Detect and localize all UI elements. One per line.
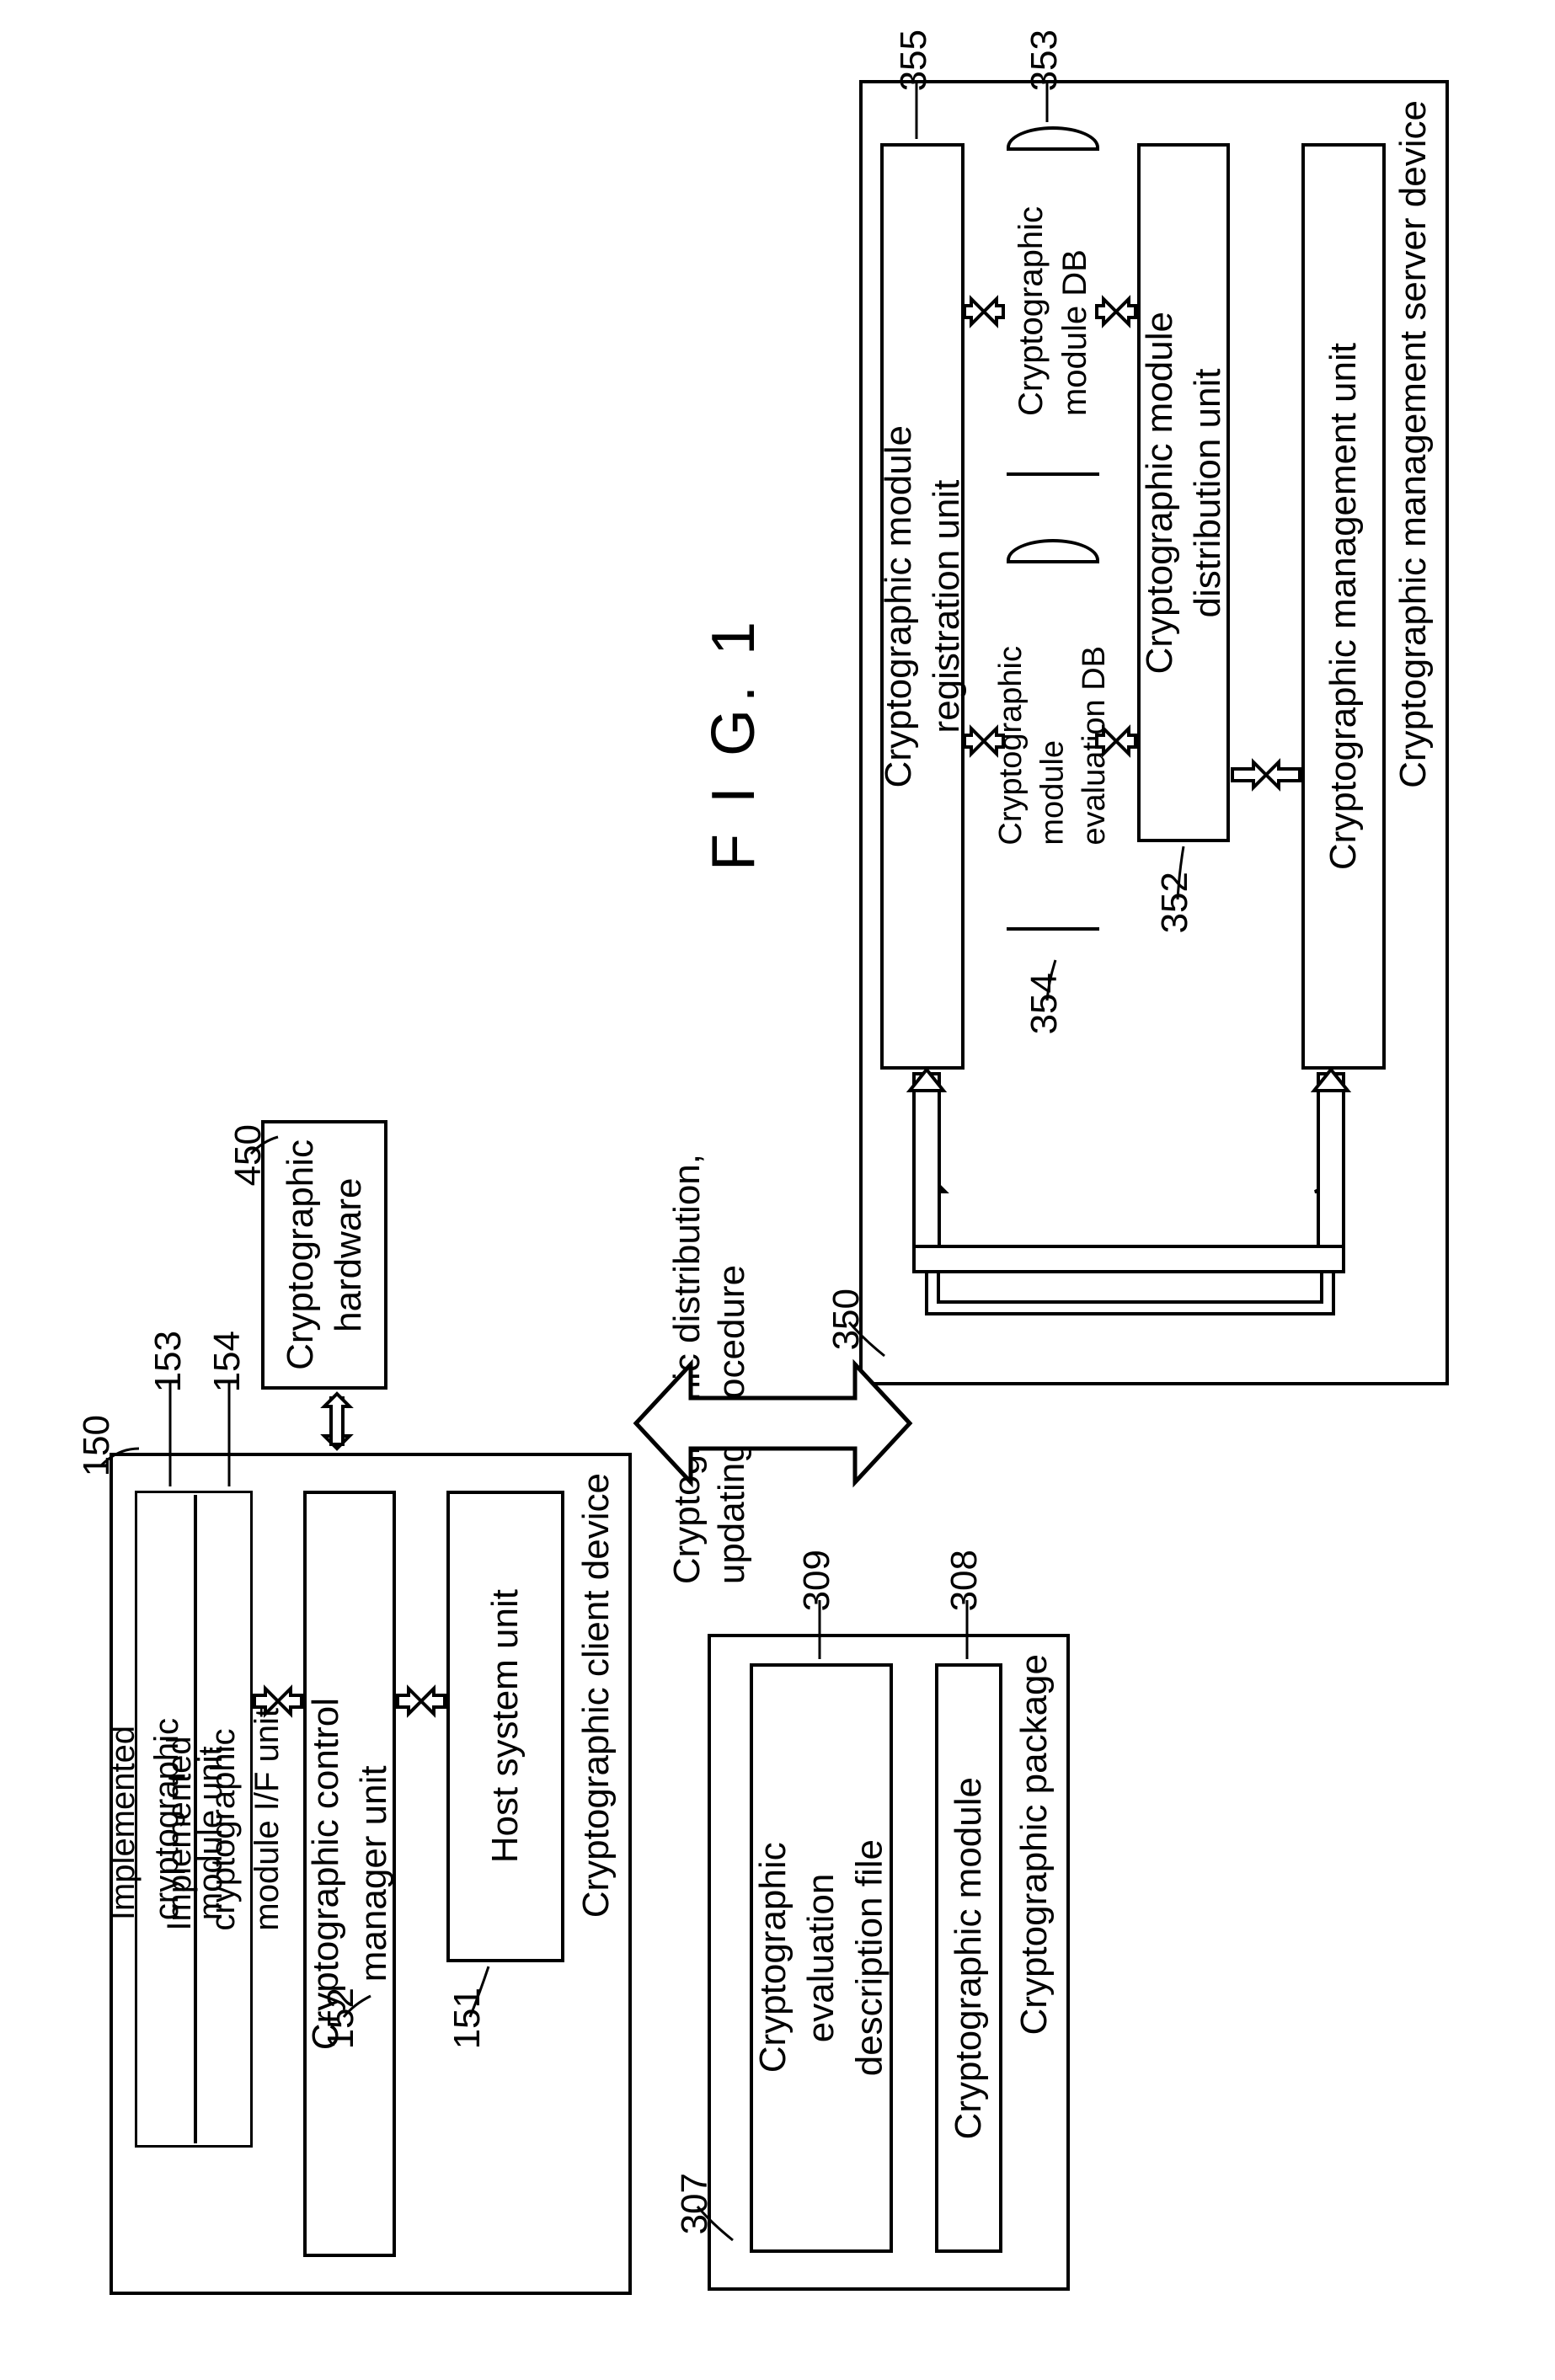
impl-mod-label: Implemented cryptographic module unit — [101, 1718, 232, 1920]
dist-label: Cryptographic distribution, updating pro… — [665, 1154, 755, 1584]
crypto-module-db: Cryptographic module DB — [1007, 147, 1099, 476]
figure-label: F I G. 1 — [699, 615, 768, 871]
package-num: 307 — [674, 2173, 716, 2234]
db-eval-label: Cryptographic module evaluation DB — [991, 646, 1115, 846]
eval-file-num: 309 — [796, 1550, 838, 1611]
db-mod-label: Cryptographic module DB — [1009, 206, 1097, 416]
impl-if-num: 154 — [206, 1331, 248, 1392]
hardware-label: Cryptographic hardware — [276, 1139, 372, 1370]
dist-num: 352 — [1154, 872, 1196, 933]
crypto-mgmt-unit: Cryptographic management unit — [1301, 143, 1386, 1070]
reg-num: 355 — [893, 29, 935, 91]
reg-label: Cryptographic module registration unit — [874, 425, 970, 787]
client-title: Cryptographic client device — [572, 1473, 620, 1918]
crypto-hardware: Cryptographic hardware — [261, 1120, 387, 1390]
mgmt-num: 351 — [1310, 1095, 1352, 1156]
host-label: Host system unit — [481, 1589, 529, 1863]
eval-file-box: Cryptographic evaluation description fil… — [750, 1663, 893, 2253]
server-title: Cryptographic management server device — [1389, 100, 1437, 788]
host-system-unit: Host system unit — [446, 1491, 564, 1962]
hardware-num: 450 — [227, 1124, 270, 1186]
db-mod-num: 353 — [1023, 29, 1066, 91]
module-label: Cryptographic module — [944, 1777, 992, 2139]
module-num: 308 — [943, 1550, 986, 1611]
manager-num: 152 — [320, 1988, 362, 2049]
client-num: 150 — [76, 1415, 118, 1476]
crypto-reg-unit: Cryptographic module registration unit — [880, 143, 965, 1070]
mgmt-label: Cryptographic management unit — [1319, 343, 1367, 870]
host-num: 151 — [446, 1988, 489, 2049]
package-title: Cryptographic package — [1010, 1654, 1058, 2035]
crypto-module-box: Cryptographic module — [935, 1663, 1002, 2253]
server-num: 350 — [826, 1289, 868, 1350]
dist-unit-label: Cryptographic module distribution unit — [1136, 312, 1232, 674]
eval-file-label: Cryptographic evaluation description fil… — [749, 1839, 894, 2076]
impl-mod-unit: Implemented cryptographic module unit — [139, 1495, 194, 2143]
crypto-dist-unit: Cryptographic module distribution unit — [1137, 143, 1230, 842]
crypto-control-manager: Cryptographic control manager unit — [303, 1491, 396, 2257]
db-eval-num: 354 — [1023, 973, 1066, 1034]
impl-mod-num: 153 — [147, 1331, 190, 1392]
crypto-eval-db: Cryptographic module evaluation DB — [1007, 560, 1099, 931]
